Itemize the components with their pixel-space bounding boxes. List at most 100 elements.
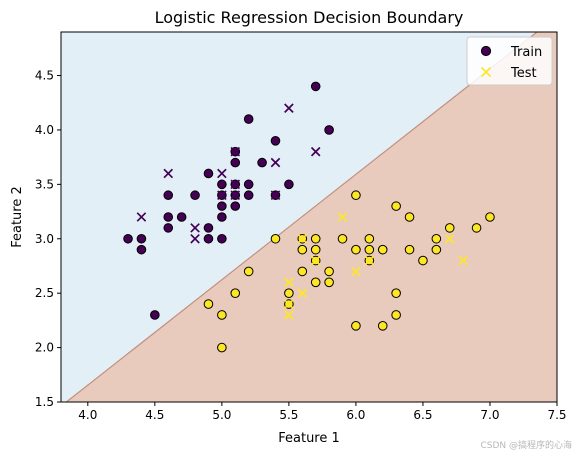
test-point — [136, 212, 147, 222]
train-point — [203, 168, 214, 179]
train-point — [230, 201, 241, 211]
test-point — [190, 223, 200, 233]
train-point — [217, 233, 227, 244]
test-point — [217, 168, 227, 179]
test-point — [190, 233, 200, 244]
train-point — [364, 244, 375, 255]
legend-test-label: Test — [510, 66, 537, 81]
y-axis-label: Feature 2 — [10, 186, 25, 248]
train-point — [310, 233, 321, 244]
plot-frame — [60, 31, 558, 403]
train-point — [136, 244, 147, 255]
train-point — [310, 81, 321, 92]
train-point — [364, 233, 375, 244]
test-point — [444, 233, 455, 244]
test-point — [163, 168, 174, 179]
train-point — [391, 201, 401, 211]
train-point — [243, 190, 254, 201]
y-tick-label: 2.0 — [35, 341, 54, 355]
x-tick-label: 6.0 — [346, 408, 365, 422]
train-point — [391, 288, 401, 298]
x-tick-label: 7.5 — [547, 408, 566, 422]
test-point — [337, 212, 348, 222]
train-point — [284, 179, 294, 190]
train-point — [243, 266, 254, 277]
x-axis-ticks: 4.0 4.5 5.0 5.5 6.0 6.5 7.0 7.5 — [78, 402, 567, 422]
train-point — [190, 190, 200, 201]
train-point — [270, 233, 281, 244]
train-point — [310, 244, 321, 255]
y-axis-ticks: 1.5 2.0 2.5 3.0 3.5 4.0 4.5 — [35, 69, 61, 409]
train-point — [163, 212, 174, 222]
train-point — [203, 223, 214, 233]
decision-boundary-line — [65, 32, 538, 402]
test-point — [270, 157, 281, 168]
legend-train-marker — [480, 45, 492, 57]
train-point — [351, 244, 361, 255]
test-point — [284, 310, 294, 320]
train-point — [150, 310, 160, 320]
train-point — [176, 212, 187, 222]
train-point — [163, 190, 174, 201]
test-point — [351, 266, 361, 277]
train-point — [230, 288, 241, 298]
test-point — [458, 255, 468, 266]
train-point — [404, 244, 415, 255]
legend-train-label: Train — [510, 45, 542, 60]
train-point — [243, 114, 254, 124]
train-point — [351, 321, 361, 331]
y-tick-label: 3.5 — [35, 177, 54, 191]
test-point — [310, 255, 321, 266]
train-point — [230, 157, 241, 168]
x-tick-label: 6.5 — [413, 408, 432, 422]
train-point — [351, 190, 361, 201]
data-points — [123, 81, 495, 353]
legend: Train Test — [466, 36, 553, 86]
y-tick-label: 2.5 — [35, 286, 54, 300]
test-point — [230, 190, 241, 201]
train-point — [163, 223, 174, 233]
watermark: CSDN @搞程序的心海 — [480, 441, 572, 451]
train-point — [203, 299, 214, 309]
x-tick-label: 7.0 — [480, 408, 499, 422]
train-point — [257, 157, 267, 168]
test-point — [230, 179, 241, 190]
train-point — [217, 310, 227, 320]
train-point — [391, 310, 401, 320]
y-tick-label: 4.0 — [35, 123, 54, 137]
train-point — [337, 233, 348, 244]
train-point — [136, 233, 147, 244]
train-point — [217, 179, 227, 190]
y-tick-label: 1.5 — [35, 395, 54, 409]
test-point — [297, 288, 308, 298]
test-point — [217, 190, 227, 201]
train-point — [418, 255, 428, 266]
test-point — [284, 277, 294, 288]
train-point — [297, 266, 308, 277]
train-point — [377, 321, 388, 331]
test-point — [284, 299, 294, 309]
x-tick-label: 5.0 — [212, 408, 231, 422]
train-point — [324, 277, 334, 288]
train-point — [485, 212, 495, 222]
train-point — [203, 233, 214, 244]
y-tick-label: 3.0 — [35, 232, 54, 246]
x-tick-label: 5.5 — [279, 408, 298, 422]
y-tick-label: 4.5 — [35, 69, 54, 83]
test-point — [297, 233, 308, 244]
train-point — [324, 125, 334, 135]
train-point — [471, 223, 482, 233]
test-point — [364, 255, 375, 266]
train-point — [404, 212, 415, 222]
train-point — [297, 244, 308, 255]
train-point — [310, 277, 321, 288]
test-point — [230, 146, 241, 157]
train-point — [217, 342, 227, 353]
train-point — [377, 244, 388, 255]
class1-region — [66, 32, 557, 402]
train-point — [284, 288, 294, 298]
train-point — [217, 201, 227, 211]
train-point — [324, 266, 334, 277]
train-point — [431, 233, 442, 244]
